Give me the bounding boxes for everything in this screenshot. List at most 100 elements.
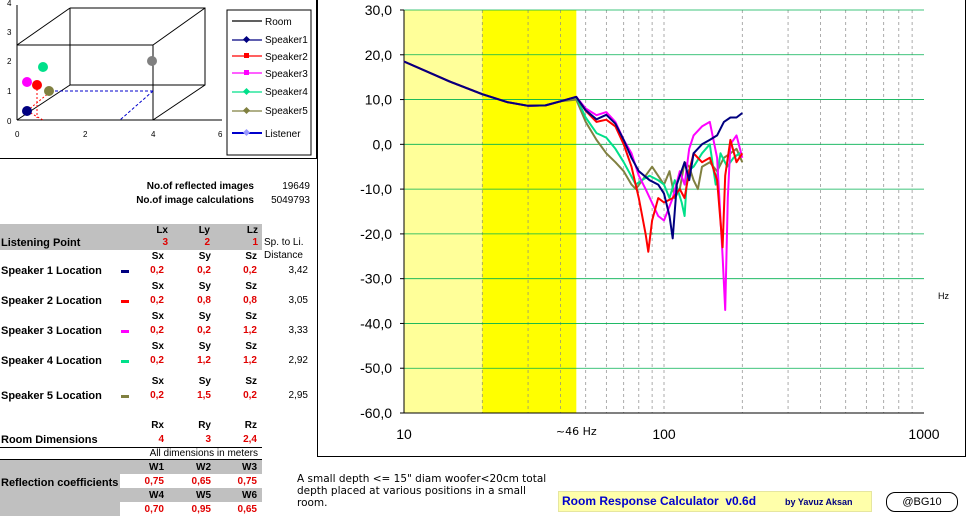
ly-value[interactable]: 2 (204, 237, 210, 248)
speaker-y-value[interactable]: 0,2 (197, 265, 211, 276)
legend-marker-speaker1 (242, 35, 251, 44)
speaker-x-value[interactable]: 0,2 (150, 355, 164, 366)
chart-y-tick-label: -30,0 (360, 271, 392, 287)
w4-value[interactable]: 0,70 (144, 504, 164, 515)
speaker-x-value[interactable]: 0,2 (150, 265, 164, 276)
w6-header: W6 (242, 490, 257, 501)
ly-header: Ly (198, 225, 210, 236)
listener-marker (147, 56, 157, 66)
legend-marker-speaker4 (242, 87, 251, 96)
room-3d-plot: 0 1 2 3 4 0 2 4 6 (7, 0, 312, 156)
speaker2-marker (32, 80, 42, 90)
listening-point-label: Listening Point (1, 237, 81, 249)
speaker-y-value[interactable]: 1,5 (197, 390, 211, 401)
speaker-z-header: Sz (245, 281, 257, 292)
speaker-distance-value: 2,92 (288, 355, 308, 366)
speaker-location-label: Speaker 1 Location (1, 265, 102, 277)
chart-x-tick-label: 10 (396, 426, 412, 442)
lz-value[interactable]: 1 (252, 237, 258, 248)
speaker-x-header: Sx (151, 311, 164, 322)
speaker-x-header: Sx (151, 281, 164, 292)
legend-listener: Listener (265, 129, 301, 140)
speaker-y-value[interactable]: 1,2 (197, 355, 211, 366)
distance-header-2: Distance (264, 250, 303, 261)
legend-room: Room (265, 17, 292, 28)
listening-row-bg (0, 224, 262, 250)
scene-y-tick-2: 2 (7, 57, 12, 66)
speaker-z-header: Sz (245, 311, 257, 322)
speaker-y-header: Sy (198, 281, 211, 292)
chart-y-tick-label: 10,0 (365, 92, 392, 108)
scene-legend: Room Speaker1 Speaker2 Speaker3 Speaker4… (226, 9, 312, 156)
chart-y-tick-label: -60,0 (360, 405, 392, 421)
w2-value[interactable]: 0,65 (191, 476, 211, 487)
chart-y-tick-label: -50,0 (360, 360, 392, 376)
scene-x-tick-2: 4 (151, 130, 156, 139)
speaker-x-header: Sx (151, 376, 164, 387)
speaker-y-value[interactable]: 0,2 (197, 325, 211, 336)
reflection-header-bg-1 (120, 460, 262, 474)
rx-value[interactable]: 4 (158, 434, 164, 445)
ry-header: Ry (198, 420, 211, 431)
speaker-y-header: Sy (198, 251, 211, 262)
frequency-response-panel: 30,0 20,0 10,0 0,0 -10,0 -20,0 -30,0 -40,0 -50,0… (317, 0, 966, 457)
w5-value[interactable]: 0,95 (191, 504, 211, 515)
scene-x-tick-0: 0 (15, 130, 20, 139)
distance-header-1: Sp. to Li. (264, 237, 304, 248)
scene-y-tick-3: 3 (7, 28, 12, 37)
chart-band-0 (404, 10, 483, 413)
ry-value[interactable]: 3 (205, 434, 211, 445)
speaker-location-label: Speaker 4 Location (1, 355, 102, 367)
speaker-x-value[interactable]: 0,2 (150, 295, 164, 306)
speaker-z-value[interactable]: 0,2 (243, 265, 257, 276)
speaker-distance-value: 3,42 (288, 265, 308, 276)
scene-y-tick-0: 0 (7, 117, 12, 126)
image-calculations-value: 5049793 (271, 195, 310, 206)
speaker-z-value[interactable]: 0,2 (243, 390, 257, 401)
w1-header: W1 (149, 462, 164, 473)
scene-y-tick-4: 4 (7, 0, 12, 8)
frequency-response-chart: 30,0 20,0 10,0 0,0 -10,0 -20,0 -30,0 -40,0 -50,0… (360, 2, 949, 442)
speaker-x-value[interactable]: 0,2 (150, 325, 164, 336)
speaker-z-value[interactable]: 1,2 (243, 355, 257, 366)
chart-annotation: ~46 Hz (556, 425, 597, 438)
speaker-location-label: Speaker 2 Location (1, 295, 102, 307)
w6-value[interactable]: 0,65 (237, 504, 257, 515)
chart-series-speaker1 (403, 60, 743, 240)
version-badge: @BG10 (886, 492, 958, 512)
chart-x-tick-label: 100 (652, 426, 676, 442)
speaker-z-value[interactable]: 0,8 (243, 295, 257, 306)
scene-y-tick-1: 1 (7, 87, 12, 96)
w5-header: W5 (196, 490, 211, 501)
room-dimensions-label: Room Dimensions (1, 434, 98, 446)
legend-speaker4: Speaker4 (265, 87, 308, 98)
scene-x-tick-3: 6 (218, 130, 223, 139)
speaker-z-header: Sz (245, 376, 257, 387)
speaker-distance-value: 3,05 (288, 295, 308, 306)
speaker-z-value[interactable]: 1,2 (243, 325, 257, 336)
lx-header: Lx (156, 225, 168, 236)
room-3d-view: 0 1 2 3 4 0 2 4 6 (0, 0, 317, 159)
legend-speaker5: Speaker5 (265, 106, 308, 117)
legend-speaker2: Speaker2 (265, 52, 308, 63)
lx-value[interactable]: 3 (162, 237, 168, 248)
speaker-color-swatch (121, 270, 129, 273)
w1-value[interactable]: 0,75 (144, 476, 164, 487)
lz-header: Lz (246, 225, 258, 236)
speaker-color-swatch (121, 330, 129, 333)
speaker3-marker (22, 77, 32, 87)
chart-y-tick-label: 0,0 (373, 136, 393, 152)
dimensions-unit-note: All dimensions in meters (0, 447, 262, 460)
parameter-table: Lx Ly Lz Listening Point 3 2 1 Sp. to Li… (0, 224, 316, 521)
speaker-x-value[interactable]: 0,2 (150, 390, 164, 401)
rz-value[interactable]: 2,4 (243, 434, 257, 445)
chart-y-tick-label: -20,0 (360, 226, 392, 242)
w3-value[interactable]: 0,75 (237, 476, 257, 487)
app-author: by Yavuz Aksan (785, 497, 853, 507)
rz-header: Rz (244, 420, 257, 431)
legend-marker-listener (242, 128, 251, 137)
chart-y-tick-label: 20,0 (365, 47, 392, 63)
scene-x-tick-1: 2 (83, 130, 88, 139)
speaker-y-value[interactable]: 0,8 (197, 295, 211, 306)
speaker-y-header: Sy (198, 376, 211, 387)
